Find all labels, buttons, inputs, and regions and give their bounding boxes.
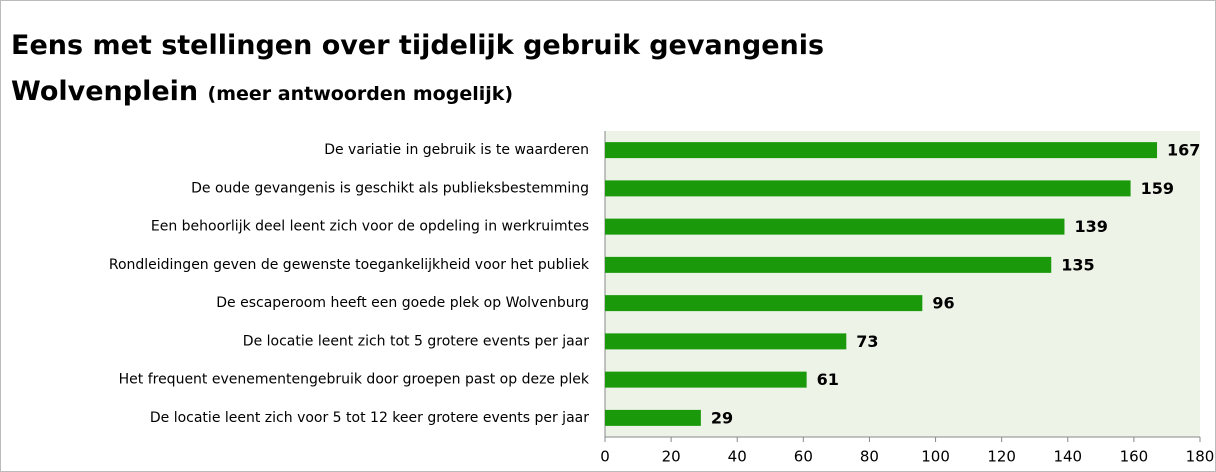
x-tick-label: 20 — [662, 448, 681, 466]
bar — [605, 256, 1052, 273]
bar — [605, 371, 807, 388]
y-tick-label: Rondleidingen geven de gewenste toeganke… — [109, 257, 590, 273]
y-tick-label: De escaperoom heeft een goede plek op Wo… — [216, 295, 589, 311]
x-tick-label: 100 — [921, 448, 950, 466]
y-tick-label: De oude gevangenis is geschikt als publi… — [191, 180, 589, 196]
data-label: 159 — [1141, 179, 1174, 198]
bar — [605, 333, 847, 350]
y-tick-label: Het frequent evenementengebruik door gro… — [119, 372, 590, 388]
x-tick-label: 40 — [728, 448, 747, 466]
x-tick-label: 60 — [794, 448, 813, 466]
data-label: 139 — [1074, 217, 1107, 236]
x-tick-label: 160 — [1120, 448, 1149, 466]
y-tick-label: De locatie leent zich tot 5 grotere even… — [243, 333, 589, 349]
data-label: 61 — [817, 370, 839, 389]
x-tick-label: 80 — [860, 448, 879, 466]
x-tick-label: 120 — [987, 448, 1016, 466]
x-tick-label: 140 — [1053, 448, 1082, 466]
data-label: 73 — [856, 332, 878, 351]
bar — [605, 218, 1065, 235]
plot-background — [605, 131, 1200, 437]
data-label: 167 — [1167, 141, 1200, 160]
data-label: 96 — [932, 294, 954, 313]
y-tick-label: De locatie leent zich voor 5 tot 12 keer… — [150, 410, 589, 426]
chart-title: Eens met stellingen over tijdelijk gebru… — [11, 30, 825, 107]
bar — [605, 142, 1158, 159]
bar — [605, 180, 1131, 197]
data-label: 135 — [1061, 255, 1094, 274]
chart-title-block: Eens met stellingen over tijdelijk gebru… — [11, 23, 871, 117]
chart-subtitle: (meer antwoorden mogelijk) — [207, 83, 514, 105]
x-tick-label: 180 — [1186, 448, 1215, 466]
data-label: 29 — [711, 408, 733, 427]
y-tick-label: Een behoorlijk deel leent zich voor de o… — [151, 219, 589, 235]
y-tick-label: De variatie in gebruik is te waarderen — [324, 142, 589, 158]
x-tick-label: 0 — [600, 448, 610, 466]
bar — [605, 295, 923, 312]
bar — [605, 409, 701, 426]
